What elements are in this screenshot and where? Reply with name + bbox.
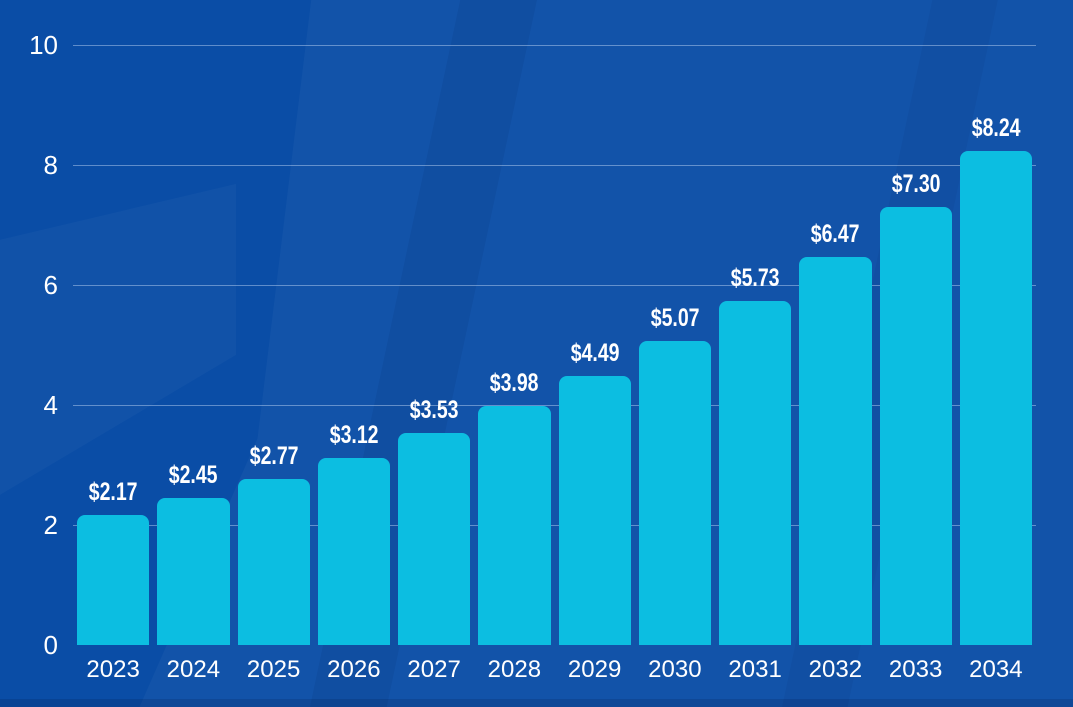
bar (959, 151, 1032, 645)
x-axis-label: 2030 (648, 656, 702, 683)
bar-group: $7.30 2033 (876, 45, 956, 683)
bar (638, 341, 711, 645)
background-pattern-bottom-strip (0, 699, 1073, 707)
bar (77, 515, 150, 645)
x-axis-label: 2024 (166, 656, 221, 683)
gridline (73, 285, 1036, 286)
bar-value-label: $7.30 (891, 170, 941, 198)
bar-group: $3.12 2026 (314, 45, 394, 683)
x-axis-label: 2028 (487, 656, 542, 683)
bar-group: $2.45 2024 (153, 45, 233, 683)
bar (398, 433, 471, 645)
y-axis: 0 2 4 6 8 10 (0, 32, 58, 658)
y-axis-tick-label: 10 (29, 30, 58, 60)
bar-value-label: $4.49 (570, 339, 620, 367)
bar (237, 479, 310, 645)
bar-group: $6.47 2032 (795, 45, 875, 683)
y-axis-tick-label: 6 (43, 270, 58, 300)
bar-group: $3.53 2027 (394, 45, 474, 683)
bar (879, 207, 952, 645)
x-axis-label: 2032 (808, 656, 863, 683)
x-axis-label: 2023 (86, 656, 140, 683)
bar-value-label: $5.07 (650, 304, 700, 332)
x-axis-label: 2026 (327, 656, 381, 683)
x-axis-label: 2031 (728, 656, 782, 683)
bar-group: $4.49 2029 (555, 45, 635, 683)
bar-value-label: $8.24 (971, 114, 1021, 142)
bar (157, 498, 230, 645)
bar-group: $5.73 2031 (715, 45, 795, 683)
gridline (73, 165, 1036, 166)
bar-group: $8.24 2034 (956, 45, 1036, 683)
gridline (73, 45, 1036, 46)
bar-value-label: $6.47 (810, 220, 860, 248)
x-axis-label: 2025 (246, 656, 301, 683)
bar-group: $2.77 2025 (234, 45, 314, 683)
bar (799, 257, 872, 645)
bar-value-label: $3.98 (489, 369, 539, 397)
bar-value-label: $2.17 (88, 478, 138, 506)
bar-group: $5.07 2030 (635, 45, 715, 683)
bar-group: $2.17 2023 (73, 45, 153, 683)
y-axis-tick-label: 0 (43, 630, 58, 660)
bar-value-label: $2.45 (168, 461, 218, 489)
bar (478, 406, 551, 645)
bar-value-label: $5.73 (730, 264, 780, 292)
bar (317, 458, 390, 645)
gridline (73, 525, 1036, 526)
gridline (73, 405, 1036, 406)
x-axis-label: 2029 (567, 656, 622, 683)
y-axis-tick-label: 8 (43, 150, 58, 180)
y-axis-tick-label: 4 (43, 390, 58, 420)
plot-area: $2.17 2023 $2.45 2024 $2.77 2025 $3.12 2026 $3.5… (73, 45, 1036, 683)
bar (558, 376, 631, 645)
bar-group: $3.98 2028 (474, 45, 554, 683)
bar-value-label: $2.77 (249, 442, 299, 470)
y-axis-tick-label: 2 (43, 510, 58, 540)
bar-value-label: $3.53 (409, 396, 459, 424)
bar (719, 301, 792, 645)
x-axis-label: 2034 (969, 656, 1023, 683)
x-axis-label: 2033 (888, 656, 943, 683)
bar-value-label: $3.12 (329, 421, 379, 449)
bars: $2.17 2023 $2.45 2024 $2.77 2025 $3.12 2026 $3.5… (73, 45, 1036, 683)
x-axis-label: 2027 (407, 656, 461, 683)
